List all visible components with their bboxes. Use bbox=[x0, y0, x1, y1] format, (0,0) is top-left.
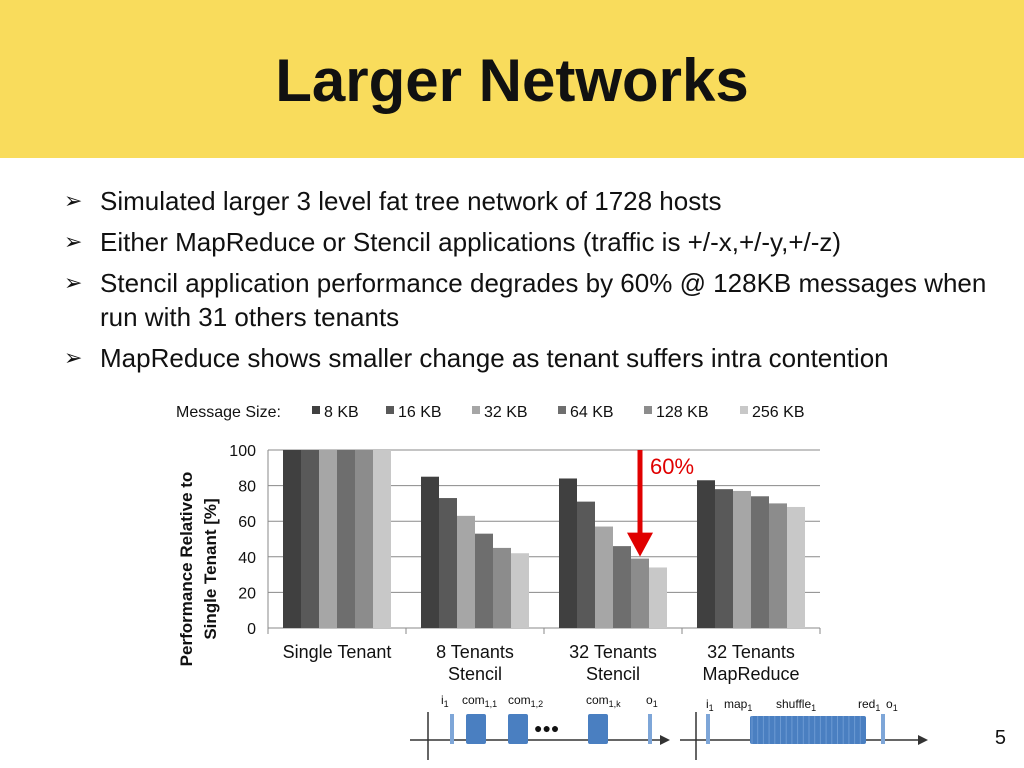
bar bbox=[421, 476, 439, 628]
bar bbox=[751, 496, 769, 628]
y-tick-label: 20 bbox=[238, 585, 256, 602]
timeline-block bbox=[466, 714, 486, 744]
timeline-ellipsis: ●●● bbox=[534, 720, 559, 736]
x-tick-label: 8 Tenants bbox=[436, 642, 514, 662]
bullet-text: MapReduce shows smaller change as tenant… bbox=[100, 343, 889, 373]
bullet-list: ➢ Simulated larger 3 level fat tree netwo… bbox=[64, 184, 994, 382]
bar bbox=[493, 547, 511, 628]
legend-swatch bbox=[312, 406, 320, 414]
bar bbox=[511, 553, 529, 628]
y-tick-label: 0 bbox=[247, 621, 256, 638]
bullet-item: ➢ Either MapReduce or Stencil application… bbox=[64, 225, 994, 259]
arrow-bullet-icon: ➢ bbox=[64, 270, 83, 295]
x-tick-label: MapReduce bbox=[702, 664, 799, 684]
y-axis-label: Performance Relative to bbox=[177, 472, 196, 667]
timeline-arrowhead bbox=[918, 735, 928, 745]
bar bbox=[715, 489, 733, 628]
bar bbox=[613, 546, 631, 628]
timeline-block bbox=[588, 714, 608, 744]
x-tick-label: 32 Tenants bbox=[569, 642, 657, 662]
x-tick-label: 32 Tenants bbox=[707, 642, 795, 662]
x-tick-label: Stencil bbox=[586, 664, 640, 684]
legend-title: Message Size: bbox=[176, 404, 281, 421]
legend-label: 256 KB bbox=[752, 404, 804, 421]
timeline-marker bbox=[450, 714, 454, 744]
arrow-bullet-icon: ➢ bbox=[64, 345, 83, 370]
timeline-label: o1 bbox=[886, 697, 898, 713]
y-tick-label: 40 bbox=[238, 550, 256, 567]
timeline-label: red1 bbox=[858, 697, 880, 713]
bar bbox=[475, 533, 493, 628]
timeline-arrowhead bbox=[660, 735, 670, 745]
arrow-bullet-icon: ➢ bbox=[64, 229, 83, 254]
bullet-text: Stencil application performance degrades… bbox=[100, 268, 987, 332]
y-tick-label: 100 bbox=[229, 443, 256, 460]
bar bbox=[697, 480, 715, 628]
bar bbox=[733, 490, 751, 628]
legend-swatch bbox=[644, 406, 652, 414]
timeline-block bbox=[508, 714, 528, 744]
bar bbox=[301, 450, 319, 628]
bar bbox=[577, 501, 595, 628]
x-tick-label: Stencil bbox=[448, 664, 502, 684]
bullet-item: ➢ Stencil application performance degrade… bbox=[64, 266, 994, 334]
bar bbox=[355, 450, 373, 628]
timeline-label: i1 bbox=[441, 693, 449, 709]
timeline-label: i1 bbox=[706, 697, 714, 713]
timeline-marker bbox=[648, 714, 652, 744]
bar bbox=[283, 450, 301, 628]
legend-swatch bbox=[472, 406, 480, 414]
bar bbox=[337, 450, 355, 628]
timeline-label: map1 bbox=[724, 697, 752, 713]
y-tick-label: 80 bbox=[238, 479, 256, 496]
title-band: Larger Networks bbox=[0, 0, 1024, 158]
bar bbox=[319, 450, 337, 628]
bar bbox=[439, 498, 457, 628]
timeline-label: com1,1 bbox=[462, 693, 497, 709]
legend-swatch bbox=[558, 406, 566, 414]
timeline-marker bbox=[881, 714, 885, 744]
legend-label: 16 KB bbox=[398, 404, 442, 421]
bullet-text: Simulated larger 3 level fat tree networ… bbox=[100, 186, 722, 216]
legend-swatch bbox=[740, 406, 748, 414]
page-number: 5 bbox=[994, 727, 1006, 749]
bar bbox=[649, 567, 667, 628]
bullet-item: ➢ Simulated larger 3 level fat tree netwo… bbox=[64, 184, 994, 218]
legend-label: 8 KB bbox=[324, 404, 359, 421]
timeline-label: shuffle1 bbox=[776, 697, 816, 713]
bar bbox=[769, 503, 787, 628]
slide-title: Larger Networks bbox=[275, 47, 749, 114]
bar bbox=[595, 526, 613, 628]
bar bbox=[457, 515, 475, 628]
bar bbox=[787, 506, 805, 628]
legend-label: 128 KB bbox=[656, 404, 708, 421]
timeline-label: com1,2 bbox=[508, 693, 543, 709]
timeline-label: o1 bbox=[646, 693, 658, 709]
timeline-marker bbox=[706, 714, 710, 744]
bar bbox=[373, 450, 391, 628]
annotation-arrow-head bbox=[627, 532, 653, 557]
y-tick-label: 60 bbox=[238, 514, 256, 531]
legend-swatch bbox=[386, 406, 394, 414]
bar bbox=[559, 478, 577, 628]
bar bbox=[631, 558, 649, 628]
x-tick-label: Single Tenant bbox=[283, 642, 392, 662]
y-axis-label: Single Tenant [%] bbox=[201, 498, 220, 639]
annotation-label: 60% bbox=[650, 454, 694, 479]
legend-label: 64 KB bbox=[570, 404, 614, 421]
timeline-label: com1,k bbox=[586, 693, 621, 709]
bullet-text: Either MapReduce or Stencil applications… bbox=[100, 227, 842, 257]
legend-label: 32 KB bbox=[484, 404, 528, 421]
arrow-bullet-icon: ➢ bbox=[64, 188, 83, 213]
bullet-item: ➢ MapReduce shows smaller change as tenan… bbox=[64, 341, 994, 375]
